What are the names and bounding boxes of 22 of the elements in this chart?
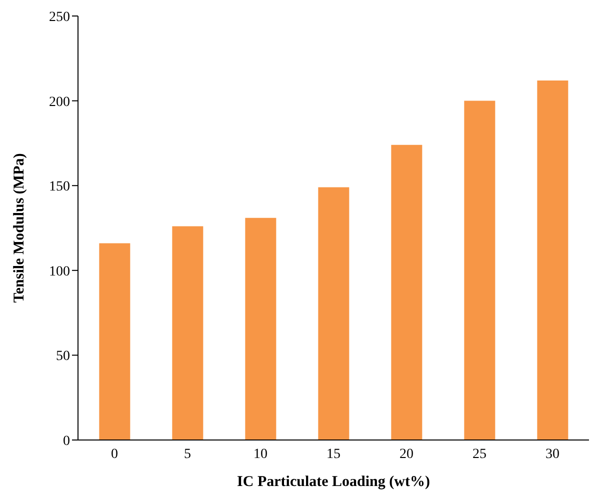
y-tick-label: 250 [49, 10, 70, 25]
bar [318, 187, 350, 440]
x-tick-label: 30 [546, 446, 560, 462]
y-tick-label: 0 [63, 434, 70, 449]
y-tick-label: 200 [49, 94, 70, 110]
bar [245, 218, 276, 440]
x-tick-label: 20 [400, 446, 414, 462]
bar [537, 80, 568, 440]
x-axis-title: IC Particulate Loading (wt%) [237, 474, 430, 490]
bar [391, 144, 422, 440]
y-tick-label: 150 [49, 180, 70, 195]
x-tick-label: 25 [472, 446, 486, 462]
x-tick-label: 15 [326, 446, 340, 462]
x-tick-label: 5 [184, 446, 191, 462]
bar [172, 226, 204, 440]
y-tick-label: 100 [49, 264, 70, 280]
x-tick-label: 0 [111, 446, 118, 462]
y-axis-title: Tensile Modulus (MPa) [11, 153, 28, 303]
bar [99, 243, 130, 440]
y-tick-label: 50 [56, 349, 70, 364]
x-tick-label: 10 [254, 446, 268, 462]
bar [464, 100, 496, 440]
